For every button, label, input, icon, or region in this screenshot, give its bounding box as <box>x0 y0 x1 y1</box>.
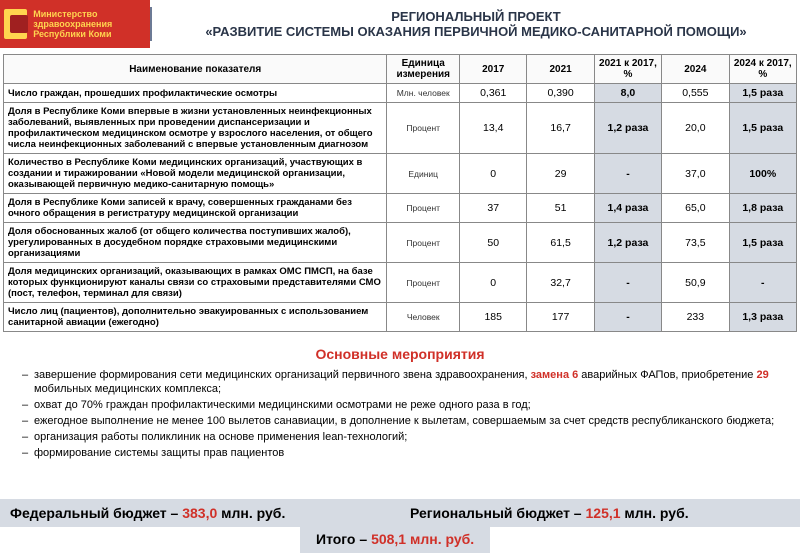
cell-2021: 51 <box>527 194 594 223</box>
cell-r24: 1,5 раза <box>729 103 796 154</box>
cell-2017: 0 <box>460 154 527 194</box>
cell-2017: 0,361 <box>460 84 527 103</box>
table-header-row: Наименование показателя Единица измерени… <box>4 55 797 84</box>
cell-unit: Процент <box>387 103 460 154</box>
cell-2021: 61,5 <box>527 223 594 263</box>
budget-row: Федеральный бюджет – 383,0 млн. руб. Рег… <box>0 499 800 527</box>
cell-unit: Млн. человек <box>387 84 460 103</box>
table-row: Доля медицинских организаций, оказывающи… <box>4 263 797 303</box>
cell-r21: - <box>594 303 661 332</box>
cell-r24: 1,3 раза <box>729 303 796 332</box>
total-budget: Итого – 508,1 млн. руб. <box>300 525 490 553</box>
cell-unit: Человек <box>387 303 460 332</box>
cell-r24: 1,5 раза <box>729 223 796 263</box>
cell-2024: 73,5 <box>662 223 729 263</box>
cell-2021: 29 <box>527 154 594 194</box>
cell-r21: 1,4 раза <box>594 194 661 223</box>
event-item: ежегодное выполнение не менее 100 вылето… <box>22 414 790 428</box>
cell-name: Число лиц (пациентов), дополнительно эва… <box>4 303 387 332</box>
cell-r24: - <box>729 263 796 303</box>
cell-2024: 233 <box>662 303 729 332</box>
cell-name: Доля обоснованных жалоб (от общего колич… <box>4 223 387 263</box>
cell-r21: 1,2 раза <box>594 223 661 263</box>
cell-r21: 1,2 раза <box>594 103 661 154</box>
event-item: охват до 70% граждан профилактическими м… <box>22 398 790 412</box>
col-2017: 2017 <box>460 55 527 84</box>
cell-r24: 1,5 раза <box>729 84 796 103</box>
cell-name: Доля медицинских организаций, оказывающи… <box>4 263 387 303</box>
table-row: Доля в Республике Коми впервые в жизни у… <box>4 103 797 154</box>
federal-budget: Федеральный бюджет – 383,0 млн. руб. <box>0 499 400 527</box>
cell-2017: 185 <box>460 303 527 332</box>
cell-unit: Процент <box>387 194 460 223</box>
table-row: Число граждан, прошедших профилактически… <box>4 84 797 103</box>
table-row: Доля в Республике Коми записей к врачу, … <box>4 194 797 223</box>
cell-name: Количество в Республике Коми медицинских… <box>4 154 387 194</box>
cell-2024: 65,0 <box>662 194 729 223</box>
cell-r21: - <box>594 263 661 303</box>
cell-2017: 13,4 <box>460 103 527 154</box>
cell-2017: 0 <box>460 263 527 303</box>
col-2024: 2024 <box>662 55 729 84</box>
col-r21: 2021 к 2017, % <box>594 55 661 84</box>
event-item: формирование системы защиты прав пациент… <box>22 446 790 460</box>
cell-2024: 20,0 <box>662 103 729 154</box>
cell-2017: 50 <box>460 223 527 263</box>
cell-name: Число граждан, прошедших профилактически… <box>4 84 387 103</box>
event-item: организация работы поликлиник на основе … <box>22 430 790 444</box>
cell-2024: 0,555 <box>662 84 729 103</box>
cell-r24: 1,8 раза <box>729 194 796 223</box>
cell-r21: 8,0 <box>594 84 661 103</box>
project-title: РЕГИОНАЛЬНЫЙ ПРОЕКТ «РАЗВИТИЕ СИСТЕМЫ ОК… <box>150 7 800 41</box>
table-row: Количество в Республике Коми медицинских… <box>4 154 797 194</box>
emblem-icon <box>4 9 27 39</box>
cell-2024: 37,0 <box>662 154 729 194</box>
cell-2021: 0,390 <box>527 84 594 103</box>
cell-2021: 177 <box>527 303 594 332</box>
indicators-table: Наименование показателя Единица измерени… <box>3 54 797 332</box>
ministry-name: Министерство здравоохранения Республики … <box>33 9 146 39</box>
table-row: Доля обоснованных жалоб (от общего колич… <box>4 223 797 263</box>
cell-name: Доля в Республике Коми впервые в жизни у… <box>4 103 387 154</box>
table-row: Число лиц (пациентов), дополнительно эва… <box>4 303 797 332</box>
cell-name: Доля в Республике Коми записей к врачу, … <box>4 194 387 223</box>
cell-unit: Единиц <box>387 154 460 194</box>
cell-2021: 16,7 <box>527 103 594 154</box>
cell-unit: Процент <box>387 263 460 303</box>
cell-2024: 50,9 <box>662 263 729 303</box>
events-block: Основные мероприятия завершение формиров… <box>0 346 800 460</box>
cell-2021: 32,7 <box>527 263 594 303</box>
ministry-logo: Министерство здравоохранения Республики … <box>0 0 150 48</box>
event-item: завершение формирования сети медицинских… <box>22 368 790 396</box>
events-list: завершение формирования сети медицинских… <box>22 368 790 460</box>
cell-unit: Процент <box>387 223 460 263</box>
col-2021: 2021 <box>527 55 594 84</box>
cell-r21: - <box>594 154 661 194</box>
cell-2017: 37 <box>460 194 527 223</box>
events-title: Основные мероприятия <box>10 346 790 362</box>
col-unit: Единица измерения <box>387 55 460 84</box>
header: Министерство здравоохранения Республики … <box>0 0 800 48</box>
cell-r24: 100% <box>729 154 796 194</box>
col-r24: 2024 к 2017, % <box>729 55 796 84</box>
col-name: Наименование показателя <box>4 55 387 84</box>
regional-budget: Региональный бюджет – 125,1 млн. руб. <box>400 499 800 527</box>
